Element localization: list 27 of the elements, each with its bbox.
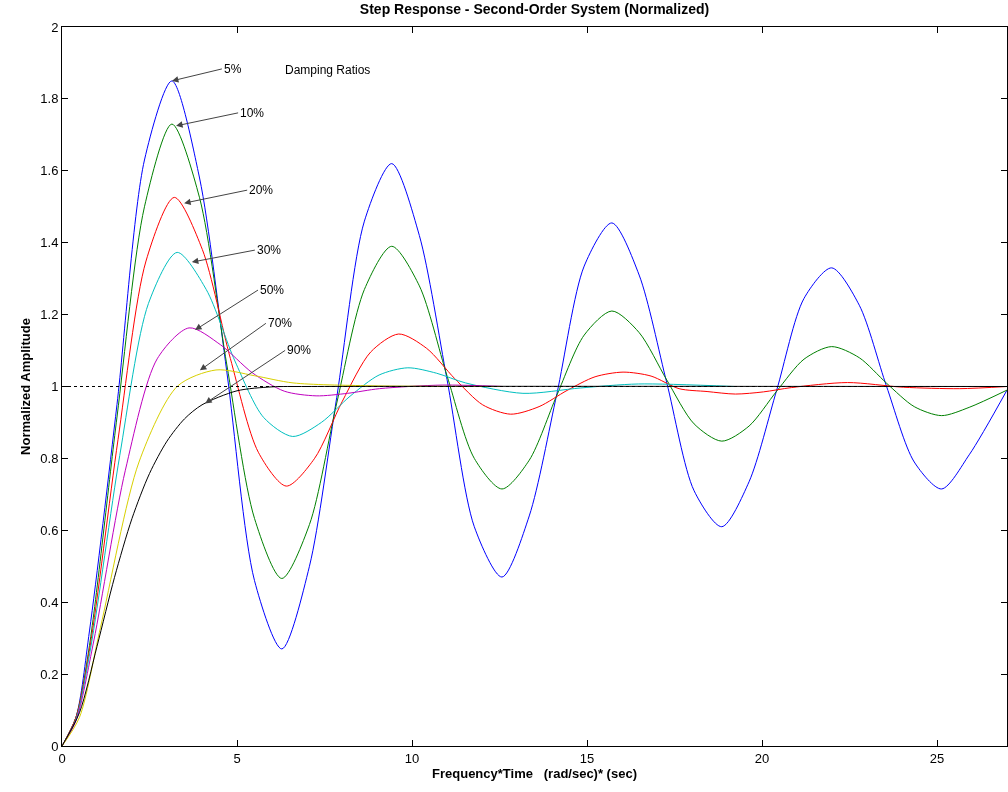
y-tick-label: 0.2 (40, 666, 59, 682)
y-tick-label: 1.2 (40, 307, 59, 323)
annotation: 90% (287, 343, 312, 357)
x-tick-label: 5 (233, 750, 241, 766)
y-tick-label: 1 (51, 379, 59, 395)
y-tick-label: 1.4 (40, 235, 59, 251)
y-tick-label: 1.8 (40, 91, 59, 107)
y-tick-label: 1.6 (40, 163, 59, 179)
x-axis-title: Frequency*Time (rad/sec)* (sec) (432, 766, 637, 782)
chart-title: Step Response - Second-Order System (Normalized) (359, 0, 710, 17)
annotation: Damping Ratios (285, 63, 371, 77)
x-tick-label: 20 (754, 750, 770, 766)
y-tick-label: 0.4 (40, 594, 59, 610)
x-tick-label: 15 (579, 750, 595, 766)
annotation: 5% (224, 62, 242, 76)
annotation: 50% (260, 283, 285, 297)
y-axis-title: Normalized Amplitude (18, 318, 34, 455)
annotation: 70% (268, 316, 293, 330)
y-tick-label: 0.6 (40, 522, 59, 538)
x-tick-label: 10 (404, 750, 420, 766)
y-tick-label: 0 (51, 738, 59, 754)
annotation: 30% (257, 243, 282, 257)
annotation: 20% (249, 183, 274, 197)
annotation: 10% (240, 106, 265, 120)
y-tick-label: 0.8 (40, 450, 59, 466)
x-tick-label: 25 (929, 750, 945, 766)
y-tick-label: 2 (51, 19, 59, 35)
